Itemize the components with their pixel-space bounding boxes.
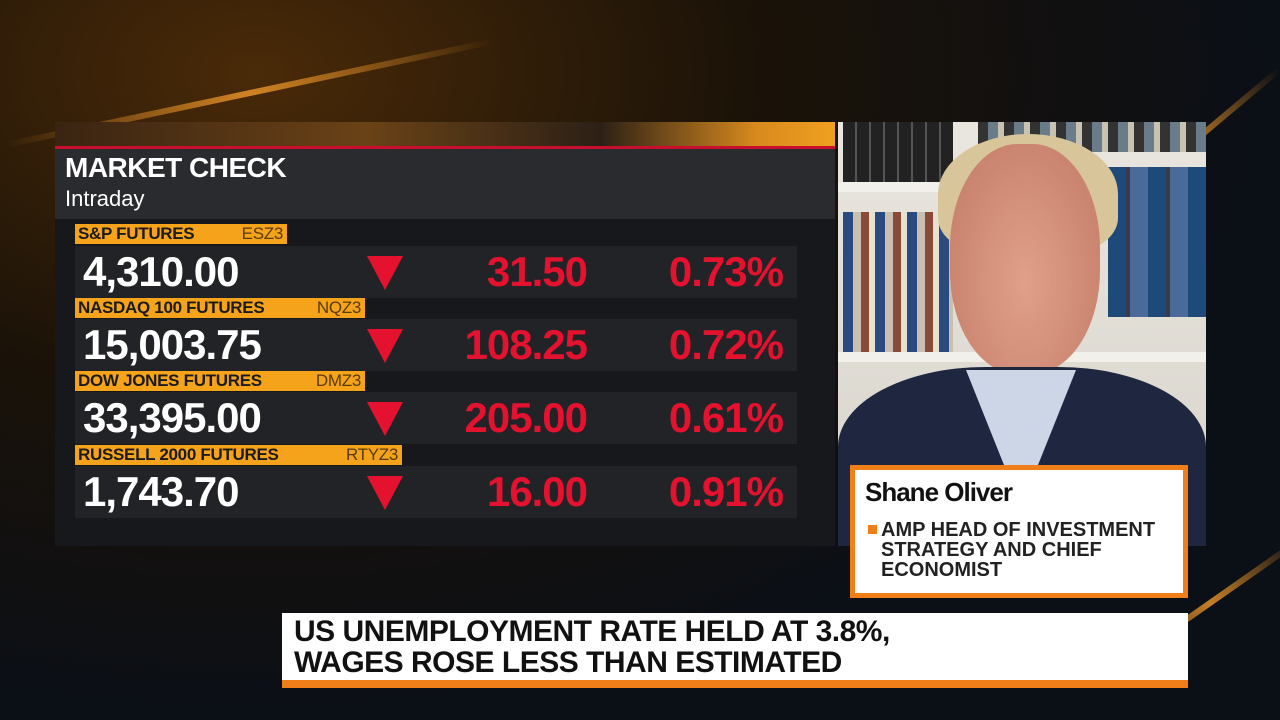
bookshelf-books <box>843 212 953 352</box>
row-label: RUSSELL 2000 FUTURES RTYZ3 <box>75 445 402 465</box>
panel-top-band <box>55 122 835 147</box>
ticker: RTYZ3 <box>345 445 398 464</box>
quote-row: 15,003.75 108.25 0.72% <box>75 319 797 371</box>
panel-header <box>55 149 835 219</box>
market-check-panel: MARKET CHECK Intraday S&P FUTURES ESZ3 4,… <box>55 122 835 546</box>
percent-change: 0.91% <box>668 468 784 515</box>
bookshelf-books <box>843 122 953 182</box>
quote-row: 1,743.70 16.00 0.91% <box>75 466 797 518</box>
headline-line-1: US UNEMPLOYMENT RATE HELD AT 3.8%, <box>294 615 890 648</box>
quote-row: 33,395.00 205.00 0.61% <box>75 392 797 444</box>
orange-bullet-icon <box>868 525 877 534</box>
row-label: NASDAQ 100 FUTURES NQZ3 <box>75 298 365 318</box>
row-label: DOW JONES FUTURES DMZ3 <box>75 371 365 391</box>
down-arrow-icon <box>367 329 403 363</box>
price: 1,743.70 <box>83 468 239 515</box>
headline-line-2: WAGES ROSE LESS THAN ESTIMATED <box>294 646 842 679</box>
price: 33,395.00 <box>83 394 262 441</box>
guest-face <box>950 144 1100 374</box>
ticker: DMZ3 <box>315 371 361 390</box>
instrument-name: DOW JONES FUTURES <box>78 371 262 390</box>
down-arrow-icon <box>367 402 403 436</box>
bookshelf-books <box>1108 167 1206 317</box>
change: 205.00 <box>464 394 588 441</box>
down-arrow-icon <box>367 256 403 290</box>
quote-row: 4,310.00 31.50 0.73% <box>75 246 797 298</box>
guest-name: Shane Oliver <box>865 477 1013 507</box>
instrument-name: S&P FUTURES <box>78 224 195 243</box>
change: 108.25 <box>464 321 588 368</box>
instrument-name: RUSSELL 2000 FUTURES <box>78 445 279 464</box>
down-arrow-icon <box>367 476 403 510</box>
price: 4,310.00 <box>83 248 239 295</box>
headline-lower-third: US UNEMPLOYMENT RATE HELD AT 3.8%, WAGES… <box>282 613 1188 688</box>
change: 16.00 <box>486 468 588 515</box>
guest-title: AMP HEAD OF INVESTMENT STRATEGY AND CHIE… <box>881 519 1156 581</box>
percent-change: 0.73% <box>668 248 784 295</box>
percent-change: 0.61% <box>668 394 784 441</box>
instrument-name: NASDAQ 100 FUTURES <box>78 298 265 317</box>
panel-title: MARKET CHECK <box>65 152 287 183</box>
guest-name-card: Shane Oliver AMP HEAD OF INVESTMENT STRA… <box>850 465 1188 598</box>
headline-text: US UNEMPLOYMENT RATE HELD AT 3.8%, WAGES… <box>294 616 890 678</box>
ticker: NQZ3 <box>316 298 361 317</box>
price: 15,003.75 <box>83 321 262 368</box>
panel-red-line <box>55 146 835 149</box>
panel-subtitle: Intraday <box>65 186 145 211</box>
percent-change: 0.72% <box>668 321 784 368</box>
change: 31.50 <box>486 248 588 295</box>
row-label: S&P FUTURES ESZ3 <box>75 224 287 244</box>
ticker: ESZ3 <box>241 224 284 243</box>
